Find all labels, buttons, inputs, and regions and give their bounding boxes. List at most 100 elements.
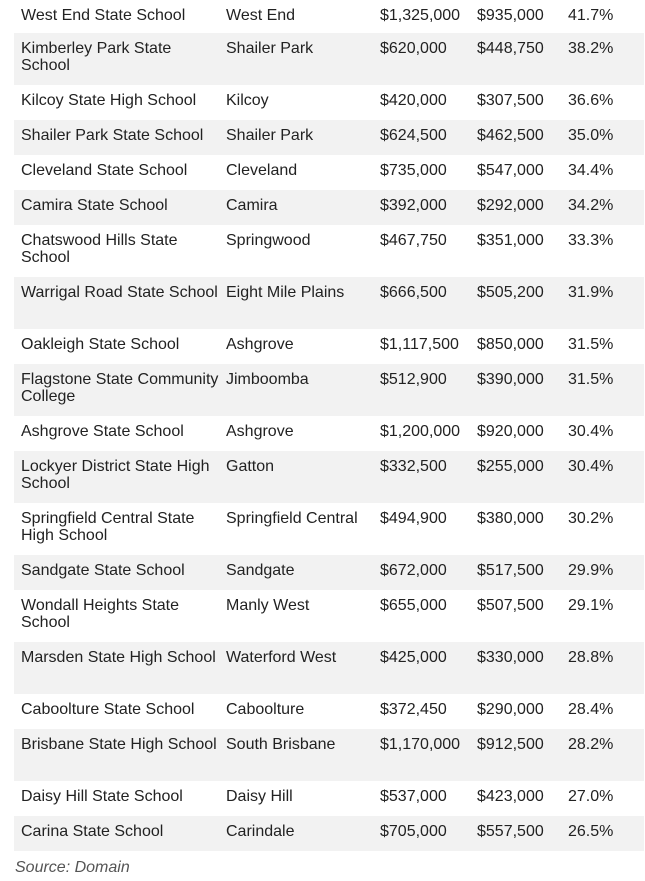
price-cell-first: $494,900 xyxy=(380,510,447,527)
price-cell-second: $517,500 xyxy=(470,555,561,590)
price-cell-second: $505,200 xyxy=(470,277,561,329)
suburb-cell: Carindale xyxy=(219,816,373,851)
price-cell-second: $920,000 xyxy=(477,423,544,440)
suburb-cell: West End xyxy=(226,7,296,24)
price-cell-first: $620,000 xyxy=(373,33,470,85)
price-cell-first: $735,000 xyxy=(380,162,447,179)
suburb-cell: Springwood xyxy=(226,232,311,249)
suburb-cell: Manly West xyxy=(226,597,310,614)
suburb-cell: Sandgate xyxy=(219,555,373,590)
school-name-cell: Warrigal Road State School xyxy=(14,277,219,329)
table-row: Ashgrove State School Ashgrove $1,200,000 $… xyxy=(14,416,644,451)
percent-change-cell: 30.4% xyxy=(568,423,614,440)
table-row: Oakleigh State School Ashgrove $1,117,500 $… xyxy=(14,329,644,364)
price-cell-first: $372,450 xyxy=(380,701,447,718)
price-cell-second: $351,000 xyxy=(477,232,544,249)
price-cell-second: $557,500 xyxy=(470,816,561,851)
price-cell-second: $423,000 xyxy=(477,788,544,805)
percent-change-cell: 34.4% xyxy=(568,162,614,179)
school-name-cell: Wondall Heights State School xyxy=(21,597,180,631)
table-row: Wondall Heights State School Manly West $6… xyxy=(14,590,644,642)
price-cell-second: $507,500 xyxy=(477,597,544,614)
percent-change-cell: 29.1% xyxy=(568,597,614,614)
suburb-cell: Camira xyxy=(219,190,373,225)
suburb-cell: Kilcoy xyxy=(226,92,269,109)
price-cell-first: $332,500 xyxy=(373,451,470,503)
table-row: Lockyer District State High School Gatton… xyxy=(14,451,644,503)
percent-change-cell: 31.5% xyxy=(568,336,614,353)
suburb-cell: Springfield Central xyxy=(226,510,358,527)
school-price-table: West End State School West End $1,325,000 $… xyxy=(14,0,644,851)
price-cell-second: $390,000 xyxy=(470,364,561,416)
school-name-cell: Cleveland State School xyxy=(21,162,188,179)
school-name-cell: Kimberley Park State School xyxy=(14,33,219,85)
price-cell-second: $547,000 xyxy=(477,162,544,179)
percent-change-cell: 28.4% xyxy=(568,701,614,718)
percent-change-cell: 30.4% xyxy=(561,451,644,503)
price-cell-first: $1,170,000 xyxy=(373,729,470,781)
table-row: Flagstone State Community College Jimboom… xyxy=(14,364,644,416)
table-row: Marsden State High School Waterford West $… xyxy=(14,642,644,694)
percent-change-cell: 34.2% xyxy=(561,190,644,225)
table-row: Daisy Hill State School Daisy Hill $537,00… xyxy=(14,781,644,816)
percent-change-cell: 35.0% xyxy=(561,120,644,155)
suburb-cell: Jimboomba xyxy=(219,364,373,416)
table-row: Camira State School Camira $392,000 $292,00… xyxy=(14,190,644,225)
school-name-cell: Flagstone State Community College xyxy=(14,364,219,416)
table-row: Cleveland State School Cleveland $735,000 $… xyxy=(14,155,644,190)
price-cell-first: $420,000 xyxy=(380,92,447,109)
suburb-cell: Ashgrove xyxy=(226,423,294,440)
price-cell-second: $290,000 xyxy=(477,701,544,718)
price-cell-second: $448,750 xyxy=(470,33,561,85)
table-row: Springfield Central State High School Spr… xyxy=(14,503,644,555)
table-row: Shailer Park State School Shailer Park $62… xyxy=(14,120,644,155)
price-cell-first: $655,000 xyxy=(380,597,447,614)
percent-change-cell: 29.9% xyxy=(561,555,644,590)
suburb-cell: Eight Mile Plains xyxy=(219,277,373,329)
suburb-cell: Cleveland xyxy=(226,162,298,179)
table-row: Caboolture State School Caboolture $372,45… xyxy=(14,694,644,729)
percent-change-cell: 31.9% xyxy=(561,277,644,329)
percent-change-cell: 38.2% xyxy=(561,33,644,85)
price-cell-first: $1,325,000 xyxy=(380,7,461,24)
price-cell-first: $672,000 xyxy=(373,555,470,590)
school-name-cell: Shailer Park State School xyxy=(14,120,219,155)
school-name-cell: Kilcoy State High School xyxy=(21,92,197,109)
price-cell-first: $1,117,500 xyxy=(380,336,459,353)
percent-change-cell: 31.5% xyxy=(561,364,644,416)
school-name-cell: Carina State School xyxy=(14,816,219,851)
table-row: Brisbane State High School South Brisbane… xyxy=(14,729,644,781)
table-row: Warrigal Road State School Eight Mile Pla… xyxy=(14,277,644,329)
table-row: Chatswood Hills State School Springwood $4… xyxy=(14,225,644,277)
school-name-cell: Marsden State High School xyxy=(14,642,219,694)
percent-change-cell: 30.2% xyxy=(568,510,614,527)
price-cell-first: $425,000 xyxy=(373,642,470,694)
suburb-cell: Shailer Park xyxy=(219,33,373,85)
school-name-cell: Caboolture State School xyxy=(21,701,195,718)
percent-change-cell: 27.0% xyxy=(568,788,614,805)
suburb-cell: South Brisbane xyxy=(219,729,373,781)
source-note: Source: Domain xyxy=(15,859,130,876)
price-cell-first: $624,500 xyxy=(373,120,470,155)
suburb-cell: Waterford West xyxy=(219,642,373,694)
percent-change-cell: 36.6% xyxy=(568,92,614,109)
school-name-cell: Chatswood Hills State School xyxy=(21,232,178,266)
price-cell-first: $666,500 xyxy=(373,277,470,329)
school-name-cell: Ashgrove State School xyxy=(21,423,184,440)
price-cell-first: $1,200,000 xyxy=(380,423,461,440)
suburb-cell: Caboolture xyxy=(226,701,305,718)
school-name-cell: Camira State School xyxy=(14,190,219,225)
school-name-cell: West End State School xyxy=(21,7,186,24)
price-cell-second: $380,000 xyxy=(477,510,544,527)
suburb-cell: Daisy Hill xyxy=(226,788,293,805)
school-name-cell: Daisy Hill State School xyxy=(21,788,183,805)
table-row: Kimberley Park State School Shailer Park $… xyxy=(14,33,644,85)
price-cell-first: $512,900 xyxy=(373,364,470,416)
price-cell-first: $467,750 xyxy=(380,232,447,249)
price-cell-first: $705,000 xyxy=(373,816,470,851)
school-name-cell: Sandgate State School xyxy=(14,555,219,590)
school-name-cell: Lockyer District State High School xyxy=(14,451,219,503)
table-body: West End State School West End $1,325,000 $… xyxy=(14,0,644,851)
price-cell-second: $462,500 xyxy=(470,120,561,155)
